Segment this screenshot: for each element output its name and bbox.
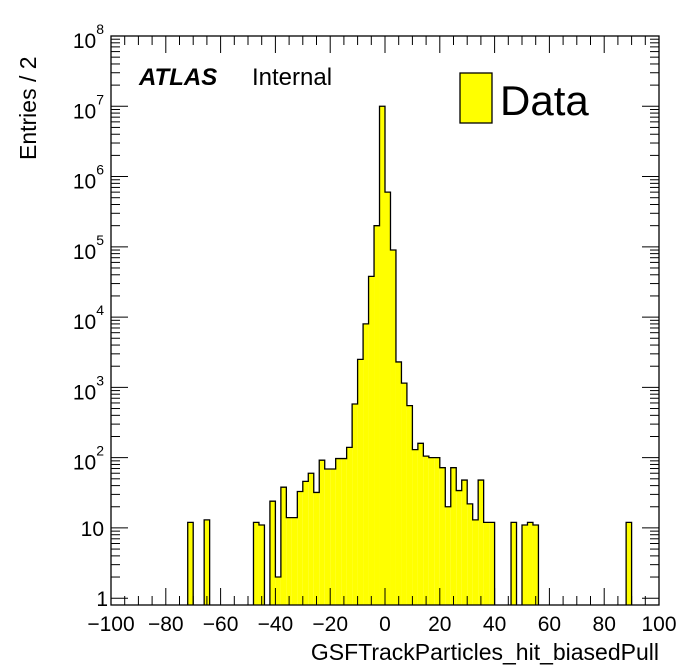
histogram-bar	[489, 522, 495, 605]
histogram-bar	[511, 522, 517, 605]
y-tick-label: 105	[73, 232, 104, 264]
x-tick-labels: −100 −80 −60 −40 −20 0 20 40 60 80 100	[87, 613, 676, 636]
histogram-bar	[187, 522, 194, 605]
x-tick-label: −60	[203, 613, 239, 636]
histogram-bar	[428, 457, 435, 605]
histogram-bar	[385, 192, 391, 605]
histogram-bar	[352, 403, 358, 605]
histogram-bar	[291, 517, 298, 605]
histogram-bar	[527, 522, 533, 605]
histogram-bar	[401, 383, 407, 605]
y-tick-label: 106	[73, 162, 104, 194]
histogram-bar	[626, 522, 632, 605]
histogram-bar	[456, 490, 462, 605]
histogram-bar	[253, 522, 259, 605]
histogram-bar	[286, 517, 292, 605]
histogram-bar	[406, 405, 413, 605]
histogram-bar	[275, 577, 281, 605]
histogram-bar	[483, 522, 490, 605]
histogram-bar	[363, 323, 369, 605]
histogram-bars	[187, 106, 632, 606]
atlas-label-bold: ATLAS	[138, 64, 217, 91]
histogram-bar	[423, 456, 429, 605]
histogram-bar	[319, 460, 325, 605]
histogram-bar	[258, 525, 265, 605]
x-tick-label: 60	[538, 613, 561, 636]
histogram-bar	[450, 467, 457, 605]
y-tick-label: 10	[81, 518, 104, 541]
histogram-bar	[341, 458, 347, 605]
histogram-bar	[472, 519, 479, 605]
histogram-bar	[346, 447, 353, 605]
x-tick-label: 40	[483, 613, 506, 636]
legend-label: Data	[500, 77, 589, 124]
atlas-label-internal: Internal	[252, 64, 332, 91]
histogram-bar	[297, 491, 303, 605]
histogram-bar	[324, 468, 331, 605]
y-axis-title: Entries / 2	[15, 56, 41, 160]
histogram-outline	[187, 105, 633, 605]
legend-swatch	[459, 72, 493, 124]
histogram-bar	[417, 443, 424, 605]
y-tick-labels: 1 10 102 103 104 105 106 107 108	[73, 21, 108, 611]
histogram-bar	[395, 361, 402, 605]
histogram-bar	[269, 501, 276, 605]
histogram-bar	[379, 106, 385, 606]
x-tick-label: −100	[87, 613, 134, 636]
y-tick-label: 103	[73, 372, 104, 404]
histogram-bar	[357, 359, 364, 605]
histogram-bar	[368, 276, 375, 605]
y-tick-label: 108	[73, 21, 104, 53]
x-axis-title: GSFTrackParticles_hit_biasedPull	[311, 639, 659, 665]
x-tick-label: −80	[148, 613, 184, 636]
histogram-bar	[374, 225, 380, 605]
y-tick-label: 104	[73, 302, 104, 334]
x-tick-label: −40	[258, 613, 294, 636]
histogram-bar	[204, 519, 210, 605]
histogram-bar	[302, 481, 309, 605]
histogram-bar	[313, 492, 320, 605]
axis-ticks	[110, 35, 660, 605]
y-tick-label: 1	[96, 588, 108, 611]
x-tick-label: −20	[312, 613, 348, 636]
histogram-bar	[412, 449, 418, 605]
histogram-bar	[280, 487, 287, 605]
x-tick-label: 100	[641, 613, 676, 636]
histogram-bar	[330, 468, 336, 605]
y-tick-label: 107	[73, 91, 104, 123]
x-tick-label: 80	[593, 613, 616, 636]
histogram-bar	[434, 457, 440, 605]
histogram-bar	[461, 480, 468, 605]
x-tick-label: 0	[379, 613, 391, 636]
histogram-bar	[439, 467, 446, 605]
legend: Data	[459, 72, 589, 124]
histogram-bar	[308, 473, 314, 605]
histogram-bar	[522, 525, 528, 605]
x-tick-label: 20	[428, 613, 451, 636]
atlas-label: ATLAS Internal	[138, 64, 332, 91]
histogram-bar	[467, 503, 473, 605]
histogram-bar	[478, 480, 484, 605]
histogram-bar	[532, 525, 539, 605]
histogram-bar	[390, 250, 396, 605]
histogram-bar	[335, 458, 342, 605]
histogram-bar	[445, 506, 451, 605]
y-tick-label: 102	[73, 443, 104, 475]
